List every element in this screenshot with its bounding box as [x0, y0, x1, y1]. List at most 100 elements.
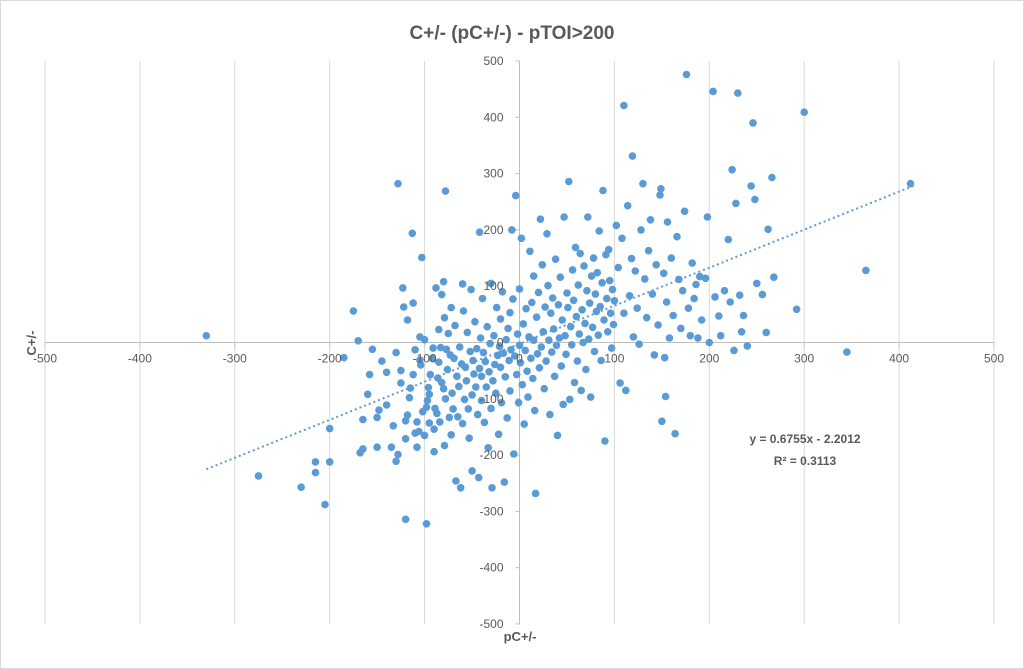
data-point	[349, 307, 358, 315]
data-point	[690, 294, 698, 303]
data-point	[443, 365, 452, 374]
data-point	[596, 302, 604, 311]
data-point	[518, 380, 527, 389]
data-point	[428, 354, 437, 363]
y-tick-label: -400	[479, 561, 503, 575]
data-point	[482, 383, 491, 391]
data-point	[753, 279, 761, 288]
data-point	[439, 384, 448, 393]
data-point	[447, 431, 456, 439]
data-point	[373, 443, 381, 452]
data-point	[536, 215, 545, 223]
data-point	[529, 336, 538, 345]
data-point	[545, 336, 553, 345]
data-point	[539, 328, 547, 336]
data-point	[254, 472, 263, 480]
data-point	[442, 345, 451, 354]
data-point	[473, 410, 482, 419]
data-point	[510, 450, 518, 458]
data-point	[527, 354, 535, 363]
data-point	[743, 342, 752, 350]
data-point	[573, 357, 582, 365]
data-point	[488, 484, 496, 492]
data-point	[599, 186, 607, 195]
data-point	[661, 392, 670, 401]
data-point	[644, 246, 653, 255]
data-point	[456, 484, 465, 492]
data-point	[582, 365, 590, 374]
data-point	[616, 379, 624, 387]
data-point	[433, 409, 441, 418]
data-point	[588, 323, 597, 332]
x-tick-label: 300	[794, 352, 814, 366]
data-point	[479, 348, 488, 357]
data-point	[629, 333, 638, 341]
data-point	[401, 417, 410, 425]
data-point	[471, 317, 479, 326]
data-point	[620, 101, 628, 110]
data-point	[503, 414, 512, 422]
data-point	[600, 316, 608, 324]
data-point	[425, 390, 434, 399]
data-point	[511, 352, 519, 360]
data-point	[495, 342, 504, 351]
data-point	[608, 285, 617, 294]
data-point	[576, 249, 584, 258]
data-point	[517, 234, 526, 243]
data-point	[504, 324, 512, 333]
y-axis-title: C+/-	[24, 331, 39, 356]
x-tick-label: -300	[223, 352, 247, 366]
y-tick-label: -200	[479, 448, 503, 462]
data-point	[578, 306, 586, 314]
data-point	[496, 363, 505, 372]
data-point	[397, 379, 405, 387]
data-point	[401, 435, 410, 443]
data-point	[575, 330, 584, 338]
data-point	[570, 378, 579, 387]
data-point	[500, 478, 509, 486]
data-point	[401, 515, 410, 524]
data-point	[359, 445, 367, 453]
data-point	[359, 415, 367, 424]
data-point	[696, 272, 704, 281]
data-point	[440, 441, 449, 450]
data-point	[514, 398, 523, 407]
data-point	[654, 321, 662, 329]
x-tick-label: -100	[413, 352, 437, 366]
data-point	[297, 483, 306, 492]
data-point	[453, 372, 461, 381]
data-point	[529, 374, 537, 383]
data-point	[800, 108, 808, 116]
data-point	[464, 405, 473, 413]
data-point	[432, 284, 440, 292]
data-point	[627, 254, 636, 263]
data-point	[764, 225, 772, 234]
data-point	[548, 348, 556, 356]
data-point	[202, 331, 211, 340]
data-point	[373, 413, 381, 422]
data-point	[468, 391, 476, 399]
x-tick-labels: -500 -400 -300 -200 -100 0 100 200 300 400 500	[33, 352, 1004, 366]
data-point	[519, 320, 528, 328]
data-point	[569, 296, 578, 305]
data-point	[542, 357, 550, 365]
data-point	[628, 152, 637, 160]
data-point	[470, 370, 478, 378]
data-point	[524, 393, 532, 401]
data-point	[441, 395, 450, 403]
data-point	[325, 458, 334, 466]
data-point	[749, 119, 757, 127]
data-point	[562, 350, 570, 359]
data-point	[862, 266, 870, 275]
data-point	[435, 325, 443, 334]
data-point	[671, 429, 679, 438]
data-point	[675, 275, 683, 284]
y-tick-label: 400	[483, 110, 503, 124]
data-point	[680, 207, 689, 216]
data-point	[660, 353, 669, 362]
data-point	[499, 349, 508, 358]
data-point	[594, 331, 603, 340]
data-point	[509, 295, 517, 303]
data-point	[415, 427, 423, 436]
